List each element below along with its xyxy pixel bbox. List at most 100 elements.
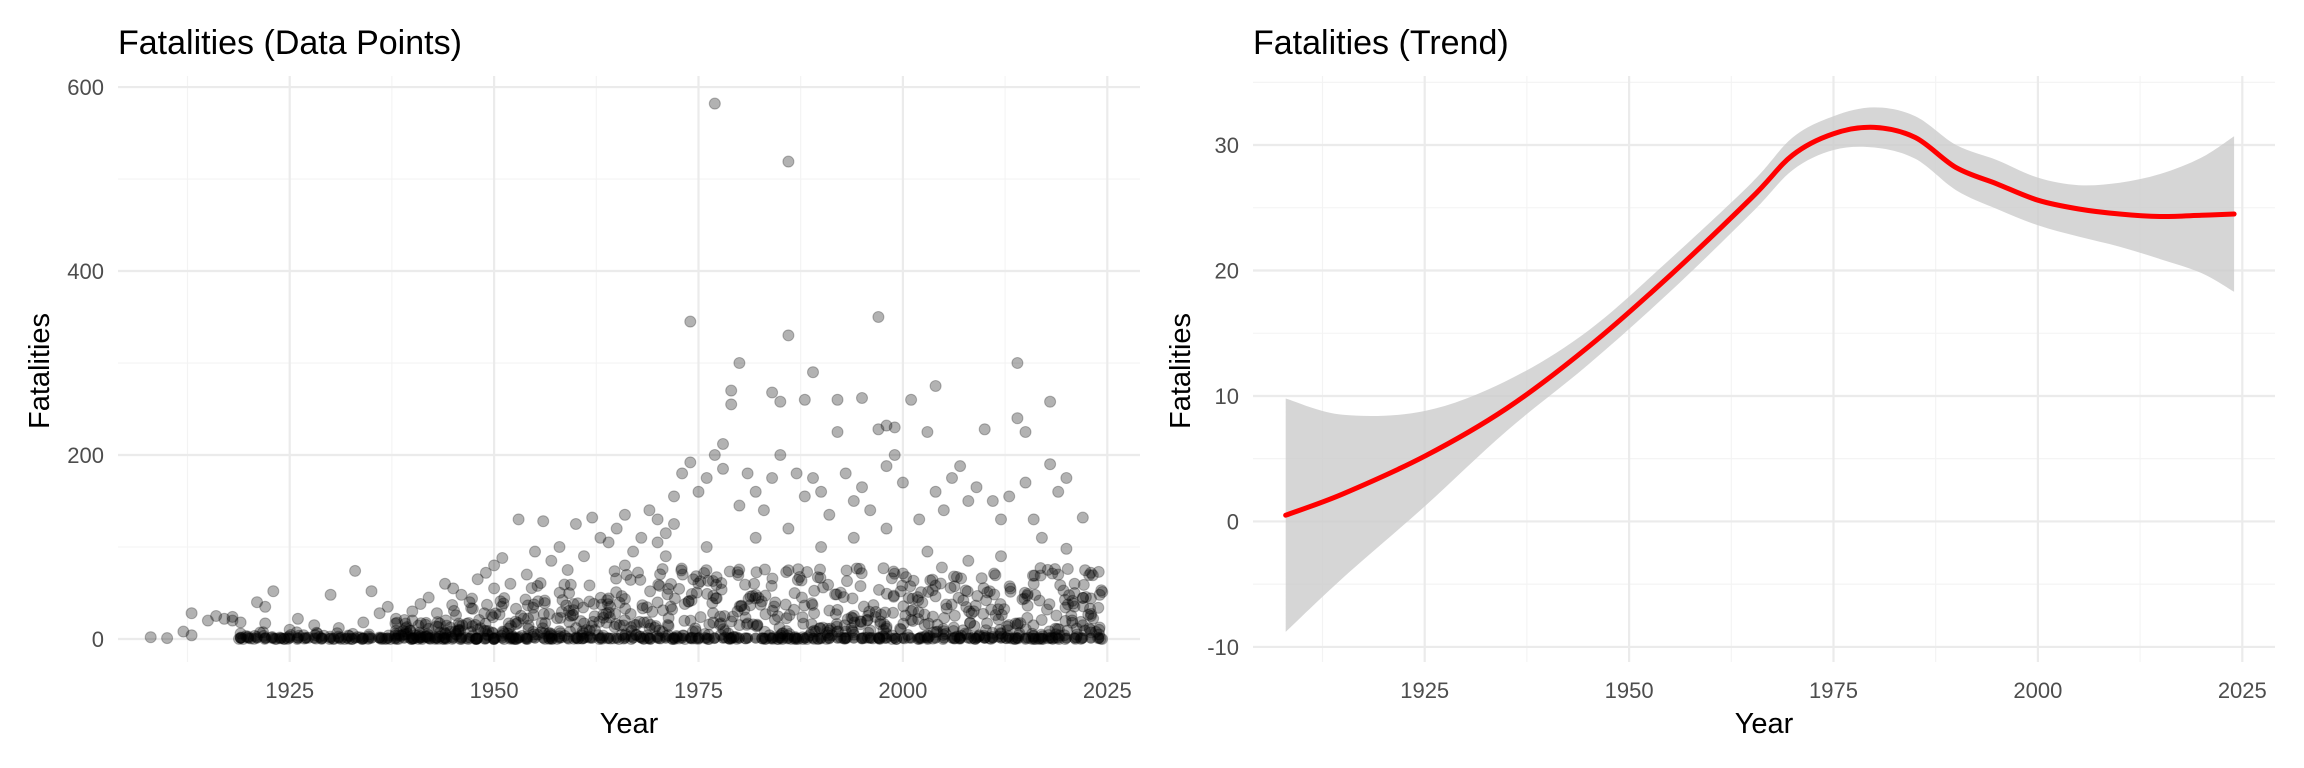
data-point (463, 596, 476, 609)
data-point (185, 629, 198, 642)
data-point (766, 471, 779, 485)
data-point (537, 515, 550, 528)
data-point (583, 579, 596, 592)
data-point (830, 617, 843, 631)
data-point (1029, 588, 1042, 602)
data-point (528, 545, 542, 558)
data-point (948, 609, 961, 622)
data-point (644, 585, 657, 598)
data-point (742, 632, 754, 644)
data-point (608, 565, 621, 578)
data-point (887, 589, 900, 602)
data-point (954, 460, 967, 473)
data-point (389, 617, 402, 630)
data-point (897, 632, 909, 644)
data-point (494, 595, 507, 608)
data-point (864, 504, 877, 517)
data-point (717, 632, 729, 644)
data-point (1076, 591, 1090, 604)
data-point (926, 610, 939, 623)
data-point (1003, 490, 1016, 503)
data-point (637, 616, 650, 629)
data-point (390, 632, 402, 644)
data-point (861, 613, 874, 626)
data-point (714, 617, 727, 630)
data-point (716, 437, 730, 451)
data-point (532, 595, 545, 608)
data-point (267, 585, 280, 598)
data-point (1076, 511, 1089, 524)
data-point (1011, 356, 1024, 370)
data-point (593, 615, 606, 628)
data-point (713, 618, 726, 631)
data-point (1066, 614, 1079, 627)
data-point (905, 632, 917, 644)
data-point (652, 632, 664, 644)
data-point (790, 467, 803, 480)
data-point (664, 600, 677, 613)
data-point (603, 611, 616, 624)
data-point (698, 566, 711, 580)
trend-y-ticks: -10 0 10 20 30 (1207, 133, 1239, 660)
data-point (420, 616, 433, 629)
data-point (259, 632, 271, 644)
data-point (690, 586, 703, 599)
data-point (707, 607, 720, 620)
data-point (749, 592, 762, 605)
data-point (751, 618, 764, 631)
data-point (619, 632, 631, 644)
data-point (813, 563, 827, 576)
data-point (774, 448, 787, 462)
data-point (520, 568, 533, 581)
data-point (1001, 620, 1014, 633)
data-point (618, 508, 631, 521)
data-point (601, 598, 615, 611)
data-point (316, 632, 328, 644)
data-point (668, 592, 681, 605)
data-point (357, 632, 369, 644)
data-point (667, 517, 681, 531)
data-point (308, 632, 320, 644)
data-point (668, 632, 680, 644)
data-point (422, 591, 435, 604)
data-point (585, 619, 598, 633)
data-point (1061, 598, 1075, 611)
x-tick-label: 2000 (878, 678, 927, 703)
data-point (618, 559, 631, 572)
data-point (513, 632, 525, 644)
trend-chart-title: Fatalities (Trend) (1253, 24, 1509, 62)
data-point (715, 576, 728, 590)
data-point (432, 620, 445, 633)
trend-x-ticks: 1925 1950 1975 2000 2025 (1400, 678, 2267, 703)
data-point (659, 527, 672, 540)
data-point (1074, 615, 1087, 628)
data-point (391, 616, 404, 629)
data-point (276, 632, 287, 644)
data-point (578, 617, 591, 630)
data-point (740, 618, 753, 631)
data-point (578, 632, 590, 644)
data-point (830, 620, 843, 633)
data-point (643, 632, 655, 644)
data-point (488, 632, 500, 644)
data-point (1093, 632, 1105, 644)
data-point (1059, 601, 1072, 614)
data-point (656, 563, 669, 576)
data-point (795, 574, 808, 587)
data-point (1011, 618, 1024, 631)
data-point (594, 531, 607, 544)
data-point (631, 566, 645, 579)
data-point (977, 582, 990, 595)
data-point (373, 607, 386, 620)
data-point (583, 595, 596, 608)
data-point (455, 632, 467, 644)
data-point (653, 579, 666, 592)
data-point (848, 632, 860, 644)
data-point (675, 562, 688, 575)
data-point (831, 603, 844, 616)
data-point (627, 545, 640, 558)
data-point (234, 616, 247, 629)
data-point (701, 632, 713, 644)
data-point (808, 584, 821, 597)
data-point (284, 632, 296, 644)
